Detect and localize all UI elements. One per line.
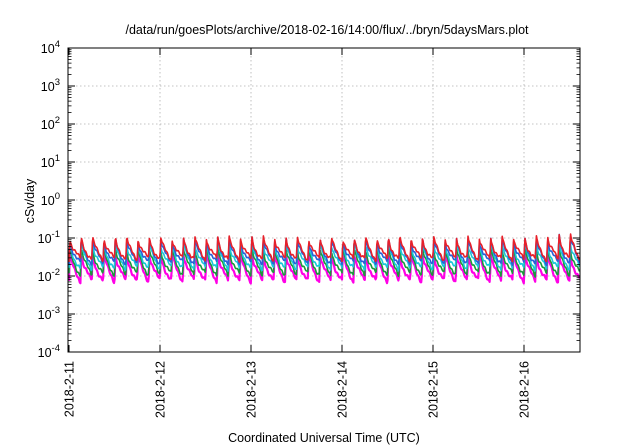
x-tick-label: 2018-2-16 <box>518 361 532 418</box>
y-tick-label: 10-4 <box>38 343 60 360</box>
y-tick-exponent: 4 <box>55 39 60 50</box>
x-tick-label: 2018-2-14 <box>336 361 350 418</box>
y-tick-label: 10-3 <box>38 305 60 322</box>
x-axis-label: Coordinated Universal Time (UTC) <box>228 431 420 445</box>
y-tick-exponent: -4 <box>52 343 60 354</box>
y-tick-base: 10 <box>38 270 52 284</box>
y-tick-exponent: 3 <box>55 77 60 88</box>
y-tick-base: 10 <box>38 232 52 246</box>
gridlines <box>68 48 580 352</box>
y-tick-exponent: -3 <box>52 305 60 316</box>
y-tick-label: 100 <box>41 191 60 208</box>
y-tick-base: 10 <box>41 156 55 170</box>
y-axis-label: cSv/day <box>23 178 37 223</box>
y-tick-exponent: 0 <box>55 191 60 202</box>
y-tick-exponent: -2 <box>52 267 60 278</box>
x-tick-label: 2018-2-12 <box>154 361 168 418</box>
x-tick-label: 2018-2-11 <box>63 361 77 417</box>
y-tick-label: 10-2 <box>38 267 60 284</box>
axis-ticks <box>68 47 580 353</box>
series-line-cyan <box>68 240 581 272</box>
series-line-red <box>68 233 581 263</box>
series-line-blue <box>68 233 581 267</box>
y-tick-exponent: -1 <box>52 229 60 240</box>
series-line-magenta <box>67 249 581 285</box>
series-line-green <box>68 245 581 278</box>
x-tick-label: 2018-2-13 <box>245 361 259 418</box>
y-tick-exponent: 2 <box>55 115 60 126</box>
x-tick-labels: 2018-2-11 2018-2-12 2018-2-13 2018-2-14 2018… <box>63 361 532 418</box>
y-tick-label: 10-1 <box>38 229 60 246</box>
y-tick-label: 104 <box>41 39 60 56</box>
series-layer <box>67 233 581 285</box>
y-tick-base: 10 <box>41 118 55 132</box>
y-tick-base: 10 <box>41 42 55 56</box>
y-tick-exponent: 1 <box>55 153 60 164</box>
y-tick-base: 10 <box>41 80 55 94</box>
y-tick-label: 101 <box>41 153 60 170</box>
x-tick-label: 2018-2-15 <box>427 361 441 418</box>
y-tick-label: 102 <box>41 115 60 132</box>
y-tick-base: 10 <box>38 346 52 360</box>
y-tick-base: 10 <box>41 194 55 208</box>
chart-title: /data/run/goesPlots/archive/2018-02-16/1… <box>125 23 529 37</box>
y-tick-label: 103 <box>41 77 60 94</box>
y-tick-base: 10 <box>38 308 52 322</box>
